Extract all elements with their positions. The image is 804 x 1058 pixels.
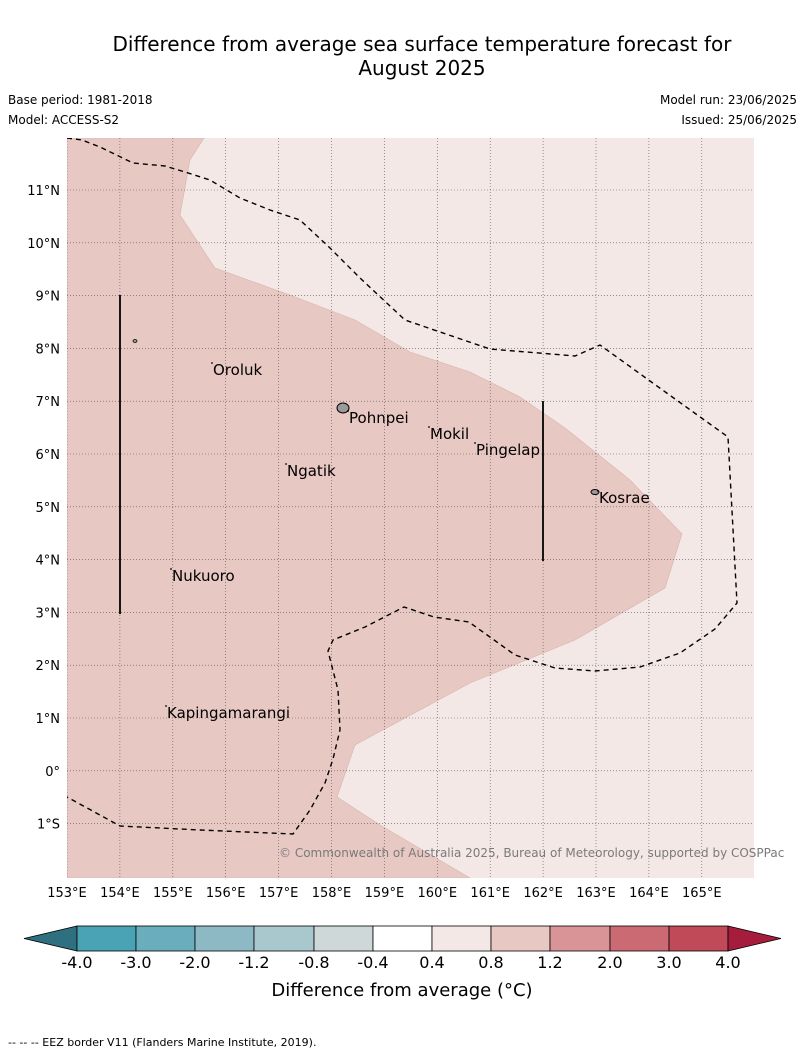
colorbar-tick: 3.0 — [656, 953, 681, 972]
colorbar-tick: 0.4 — [419, 953, 444, 972]
colorbar-tick: -2.0 — [179, 953, 210, 972]
longitude-tick: 155°E — [153, 886, 193, 901]
anomaly-0.8-1.2-region — [67, 138, 683, 878]
place-labels: Oroluk Pohnpei Mokil Pingelap Ngatik Kosrae Nu… — [165, 361, 650, 722]
longitude-tick: 153°E — [47, 886, 87, 901]
islet-icon — [132, 339, 138, 343]
pohnpei-island — [336, 402, 350, 414]
colorbar-tick: 1.2 — [537, 953, 562, 972]
latitude-tick: 3°N — [36, 606, 61, 621]
latitude-tick: 6°N — [36, 448, 61, 463]
colorbar-bin — [549, 925, 611, 952]
colorbar-tick: -1.2 — [238, 953, 269, 972]
colorbar-bin — [668, 925, 729, 952]
place-marker — [597, 490, 599, 492]
colorbar-label: Difference from average (°C) — [271, 980, 533, 1001]
model-run: Model run: 23/06/2025 — [659, 93, 797, 107]
place-marker — [474, 442, 476, 444]
longitude-tick: 156°E — [206, 886, 246, 901]
latitude-tick: 7°N — [36, 395, 61, 410]
colorbar-tick: -0.8 — [298, 953, 329, 972]
latitude-tick: 11°N — [27, 184, 60, 199]
place-label-pohnpei: Pohnpei — [349, 409, 409, 427]
title-line-1: Difference from average sea surface temp… — [112, 32, 732, 56]
latitude-labels: 11°N 10°N 9°N 8°N 7°N 6°N 5°N 4°N 3°N 2°N 1°N 0° 1°S — [27, 184, 60, 833]
longitude-tick: 157°E — [259, 886, 299, 901]
colorbar-tick: 4.0 — [715, 953, 740, 972]
place-label-nukuoro: Nukuoro — [172, 567, 235, 585]
longitude-tick: 164°E — [629, 886, 669, 901]
latitude-tick: 5°N — [36, 501, 61, 516]
colorbar-tick: -4.0 — [61, 953, 92, 972]
latitude-tick: 2°N — [36, 659, 61, 674]
colorbar-tick: 0.8 — [478, 953, 503, 972]
place-marker — [428, 426, 430, 428]
latitude-tick: 1°N — [36, 712, 61, 727]
eez-border — [67, 138, 738, 835]
longitude-tick: 159°E — [365, 886, 405, 901]
colorbar-extend-low — [23, 925, 78, 952]
longitude-tick: 154°E — [100, 886, 140, 901]
colorbar-bin — [135, 925, 196, 952]
longitude-tick: 160°E — [418, 886, 458, 901]
colorbar: -4.0 -3.0 -2.0 -1.2 -0.8 -0.4 0.4 0.8 1.2 2.0 3.0 4… — [23, 925, 782, 972]
colorbar-bin — [431, 925, 492, 952]
place-marker — [170, 568, 172, 570]
place-marker — [165, 705, 167, 707]
longitude-tick: 158°E — [312, 886, 352, 901]
latitude-tick: 9°N — [36, 290, 61, 305]
model-name: Model: ACCESS-S2 — [8, 113, 120, 127]
place-label-oroluk: Oroluk — [213, 361, 262, 379]
issued-date: Issued: 25/06/2025 — [681, 113, 797, 127]
place-marker — [347, 410, 349, 412]
longitude-tick: 163°E — [576, 886, 616, 901]
longitude-tick: 161°E — [470, 886, 510, 901]
latitude-tick: 8°N — [36, 342, 61, 357]
place-marker — [285, 463, 287, 465]
place-label-kosrae: Kosrae — [599, 489, 650, 507]
map-area — [67, 138, 754, 878]
latitude-tick: 1°S — [37, 818, 60, 833]
longitude-labels: 153°E 154°E 155°E 156°E 157°E 158°E 159°E 160°E… — [47, 886, 721, 901]
longitude-tick: 165°E — [682, 886, 722, 901]
place-marker — [211, 362, 213, 364]
colorbar-bin — [313, 925, 374, 952]
colorbar-bin — [490, 925, 551, 952]
colorbar-bin — [76, 925, 137, 952]
colorbar-bin — [372, 925, 433, 952]
place-label-ngatik: Ngatik — [287, 462, 336, 480]
place-label-pingelap: Pingelap — [476, 441, 540, 459]
colorbar-tick: 2.0 — [597, 953, 622, 972]
copyright-notice: © Commonwealth of Australia 2025, Bureau… — [279, 846, 785, 860]
chart-title: Difference from average sea surface temp… — [60, 32, 784, 80]
eez-footnote: -- -- -- EEZ border V11 (Flanders Marine… — [8, 1036, 317, 1049]
colorbar-extend-high — [727, 925, 782, 952]
colorbar-bin — [609, 925, 670, 952]
latitude-tick: 10°N — [27, 237, 60, 252]
latitude-tick: 4°N — [36, 554, 61, 569]
longitude-tick: 162°E — [523, 886, 563, 901]
base-period: Base period: 1981-2018 — [8, 93, 153, 107]
title-line-2: August 2025 — [358, 56, 486, 80]
colorbar-tick: -3.0 — [120, 953, 151, 972]
kosrae-island — [590, 489, 600, 495]
place-label-kapingamarangi: Kapingamarangi — [167, 704, 290, 722]
latitude-tick: 0° — [45, 765, 60, 780]
colorbar-bin — [253, 925, 315, 952]
colorbar-tick: -0.4 — [357, 953, 388, 972]
place-label-mokil: Mokil — [430, 425, 469, 443]
colorbar-bin — [194, 925, 255, 952]
